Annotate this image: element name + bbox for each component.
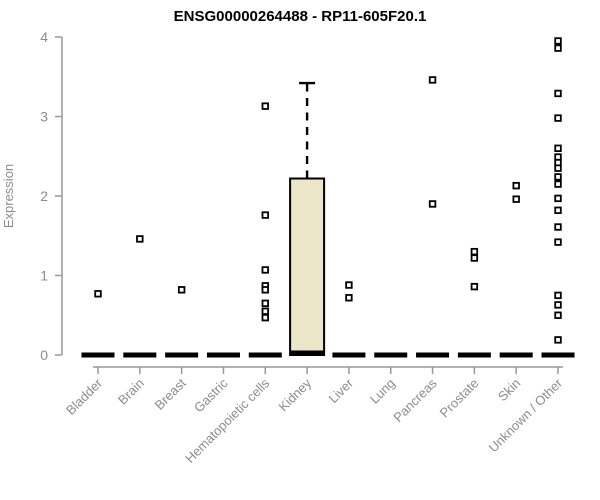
outlier-point	[554, 89, 562, 98]
outlier-point	[261, 299, 269, 308]
outlier-point	[261, 313, 269, 322]
x-tick-label: Pancreas	[390, 375, 440, 425]
x-tick-label: Brain	[115, 376, 147, 408]
median-bar	[123, 352, 157, 358]
outlier-point	[554, 173, 562, 181]
x-tick-label: Gastric	[191, 375, 231, 415]
outlier-point	[345, 281, 353, 289]
median-bar	[499, 352, 533, 358]
outlier-point	[428, 200, 437, 208]
outlier-point	[512, 195, 520, 203]
outlier-point	[554, 238, 562, 246]
outlier-point	[554, 144, 562, 152]
x-tick-label: Prostate	[437, 376, 482, 421]
outlier-point	[554, 291, 562, 300]
outlier-point	[554, 301, 562, 309]
outlier-point	[470, 282, 479, 291]
outlier-point	[261, 286, 269, 294]
median-bar	[206, 352, 240, 358]
median-bar	[248, 352, 282, 358]
median-bar	[332, 352, 366, 358]
median-bar	[457, 352, 491, 358]
x-tick-label: Lung	[367, 376, 398, 407]
box-rect	[289, 177, 326, 356]
x-tick-label: Kidney	[276, 375, 315, 414]
outlier-point	[554, 223, 562, 231]
x-tick-label: Bladder	[63, 375, 106, 418]
x-tick-label: Skin	[495, 376, 523, 404]
outlier-point	[554, 37, 562, 45]
x-tick-label: Liver	[326, 375, 357, 406]
outlier-point	[554, 164, 562, 172]
y-axis-title: Expression	[1, 164, 16, 228]
y-tick-label: 1	[40, 268, 48, 284]
outlier-point	[470, 247, 479, 256]
outlier-point	[261, 307, 269, 315]
outlier-point	[512, 181, 520, 190]
chart-title: ENSG00000264488 - RP11-605F20.1	[174, 8, 427, 25]
outlier-point	[136, 235, 144, 243]
outlier-point	[554, 311, 562, 319]
median-bar	[374, 352, 408, 358]
median-bar	[165, 352, 199, 358]
outlier-point	[345, 294, 353, 302]
outlier-point	[428, 76, 437, 84]
outlier-point	[554, 44, 562, 52]
y-tick-label: 3	[40, 109, 48, 125]
y-tick-label: 4	[40, 29, 48, 45]
outlier-point	[94, 290, 102, 298]
median-bar	[416, 352, 450, 358]
outlier-point	[554, 180, 562, 188]
outlier-point	[177, 286, 186, 294]
outlier-point	[554, 336, 562, 344]
median-bar	[541, 352, 575, 358]
y-tick-label: 0	[40, 347, 48, 363]
x-tick-label: Breast	[152, 375, 189, 412]
outlier-point	[261, 266, 269, 274]
outlier-point	[261, 102, 269, 110]
median-bar	[290, 350, 325, 356]
outlier-point	[554, 206, 562, 215]
outlier-point	[554, 114, 562, 122]
median-bar	[81, 352, 115, 358]
outlier-point	[470, 254, 479, 262]
x-tick-label: Unknown / Other	[486, 375, 566, 455]
outlier-point	[554, 194, 562, 203]
outlier-point	[261, 211, 269, 219]
y-tick-label: 2	[40, 188, 48, 204]
